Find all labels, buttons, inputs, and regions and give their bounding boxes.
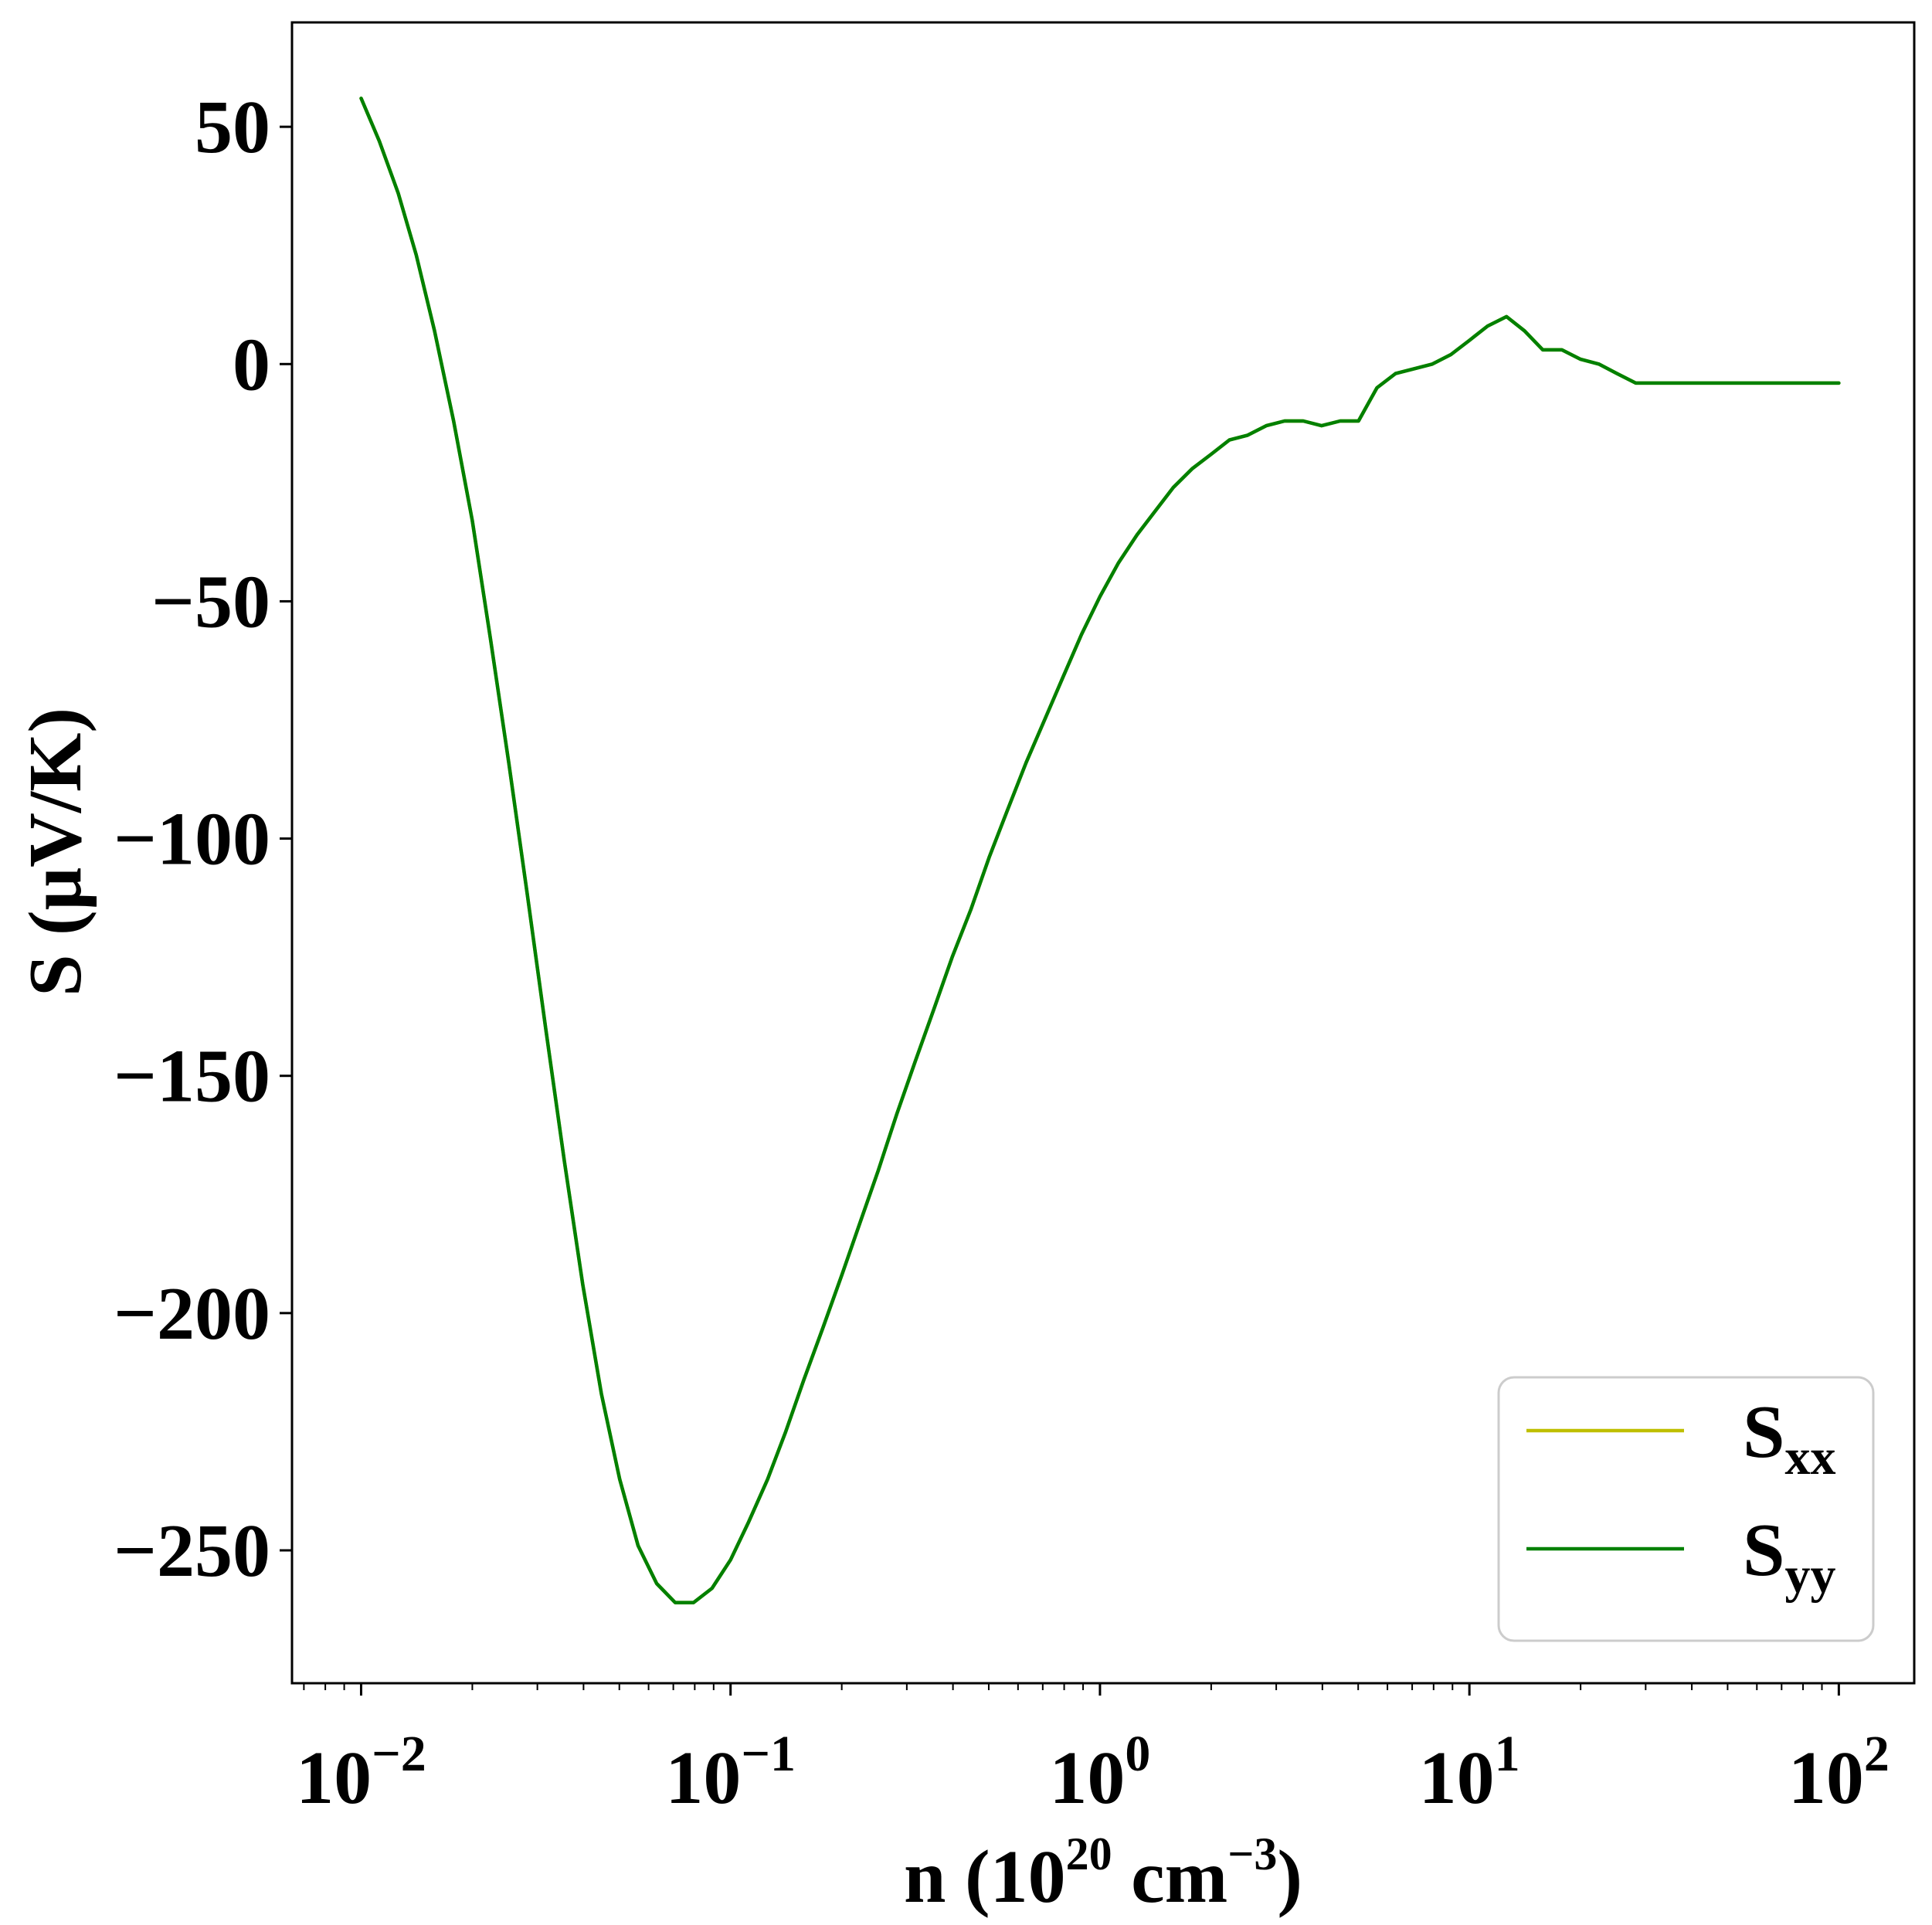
y-axis-title: S (μV/K)	[14, 708, 97, 996]
plot-area-frame	[290, 21, 1916, 1685]
x-tick-label-0: 10−2	[296, 1726, 426, 1820]
series-line-1	[359, 97, 1841, 1604]
y-tick-label-5: −200	[114, 1272, 270, 1356]
x-axis-title: n (1020 cm−3)	[904, 1828, 1302, 1919]
series-layer	[359, 97, 1841, 1604]
x-tick-label-2: 100	[1049, 1726, 1150, 1820]
x-tick-label-base: 10	[665, 1737, 741, 1820]
x-tick-label-exp: 2	[1864, 1726, 1890, 1782]
legend-label-0: Sxx	[1743, 1390, 1836, 1485]
legend-label-main: S	[1743, 1509, 1785, 1592]
x-axis-title-prefix: n (10	[904, 1835, 1066, 1919]
x-tick-label-exp: −1	[741, 1726, 796, 1782]
x-tick-label-exp: 1	[1495, 1726, 1520, 1782]
legend-label-sub: yy	[1785, 1547, 1836, 1604]
x-tick-label-base: 10	[296, 1737, 372, 1820]
y-tick-label-3: −100	[114, 798, 270, 881]
x-axis-title-middle: cm	[1112, 1835, 1228, 1919]
y-tick-label-6: −250	[114, 1509, 270, 1593]
y-tick-label-1: 0	[233, 323, 270, 406]
x-axis-title-suffix: )	[1277, 1835, 1302, 1919]
y-tick-label-0: 50	[195, 86, 270, 169]
x-tick-label-1: 10−1	[665, 1726, 796, 1820]
x-axis-title-sup1: 20	[1066, 1828, 1112, 1879]
x-tick-label-4: 102	[1788, 1726, 1890, 1820]
x-tick-label-exp: 0	[1125, 1726, 1150, 1782]
x-axis-title-sup2: −3	[1227, 1828, 1277, 1879]
x-tick-label-exp: −2	[372, 1726, 426, 1782]
legend-label-sub: xx	[1785, 1429, 1836, 1485]
legend-label-1: Syy	[1743, 1509, 1836, 1604]
x-tick-label-base: 10	[1788, 1737, 1864, 1820]
legend-box	[1497, 1376, 1875, 1642]
y-tick-label-4: −150	[114, 1035, 270, 1119]
x-tick-label-base: 10	[1419, 1737, 1495, 1820]
x-tick-label-base: 10	[1049, 1737, 1125, 1820]
x-tick-label-3: 101	[1419, 1726, 1520, 1820]
legend-label-main: S	[1743, 1390, 1785, 1474]
y-tick-label-2: −50	[151, 560, 270, 643]
